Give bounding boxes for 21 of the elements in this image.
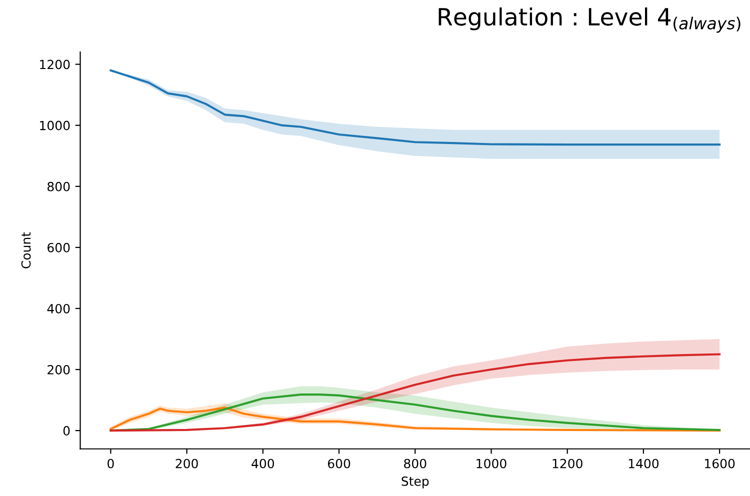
x-tick-label: 1400 — [628, 458, 659, 468]
line-series — [110, 69, 721, 146]
y-tick-label: 1200 — [40, 60, 70, 70]
x-tick-label: 1200 — [552, 458, 582, 468]
y-tick-label: 400 — [47, 304, 70, 314]
y-tick-label: 1000 — [40, 120, 70, 130]
chart-title: Regulation : Level 4$_{(always)}$ — [438, 7, 740, 33]
y-tick-label: 200 — [48, 364, 70, 374]
x-tick-label: 0 — [108, 458, 114, 468]
x-tick-label: 1000 — [476, 458, 506, 468]
x-tick-label: 600 — [328, 458, 350, 468]
y-tick-label: 0 — [63, 426, 70, 436]
x-tick-label: 800 — [404, 458, 426, 468]
y-tick-label: 600 — [48, 242, 70, 252]
x-tick-label: 1600 — [705, 458, 735, 468]
y-tick-label: 800 — [48, 182, 70, 192]
x-axis-title: Step — [402, 476, 429, 488]
x-tick-label: 400 — [252, 458, 274, 468]
x-tick-label: 200 — [176, 458, 198, 468]
line-series — [110, 353, 721, 432]
y-axis-title: Count — [21, 232, 31, 268]
